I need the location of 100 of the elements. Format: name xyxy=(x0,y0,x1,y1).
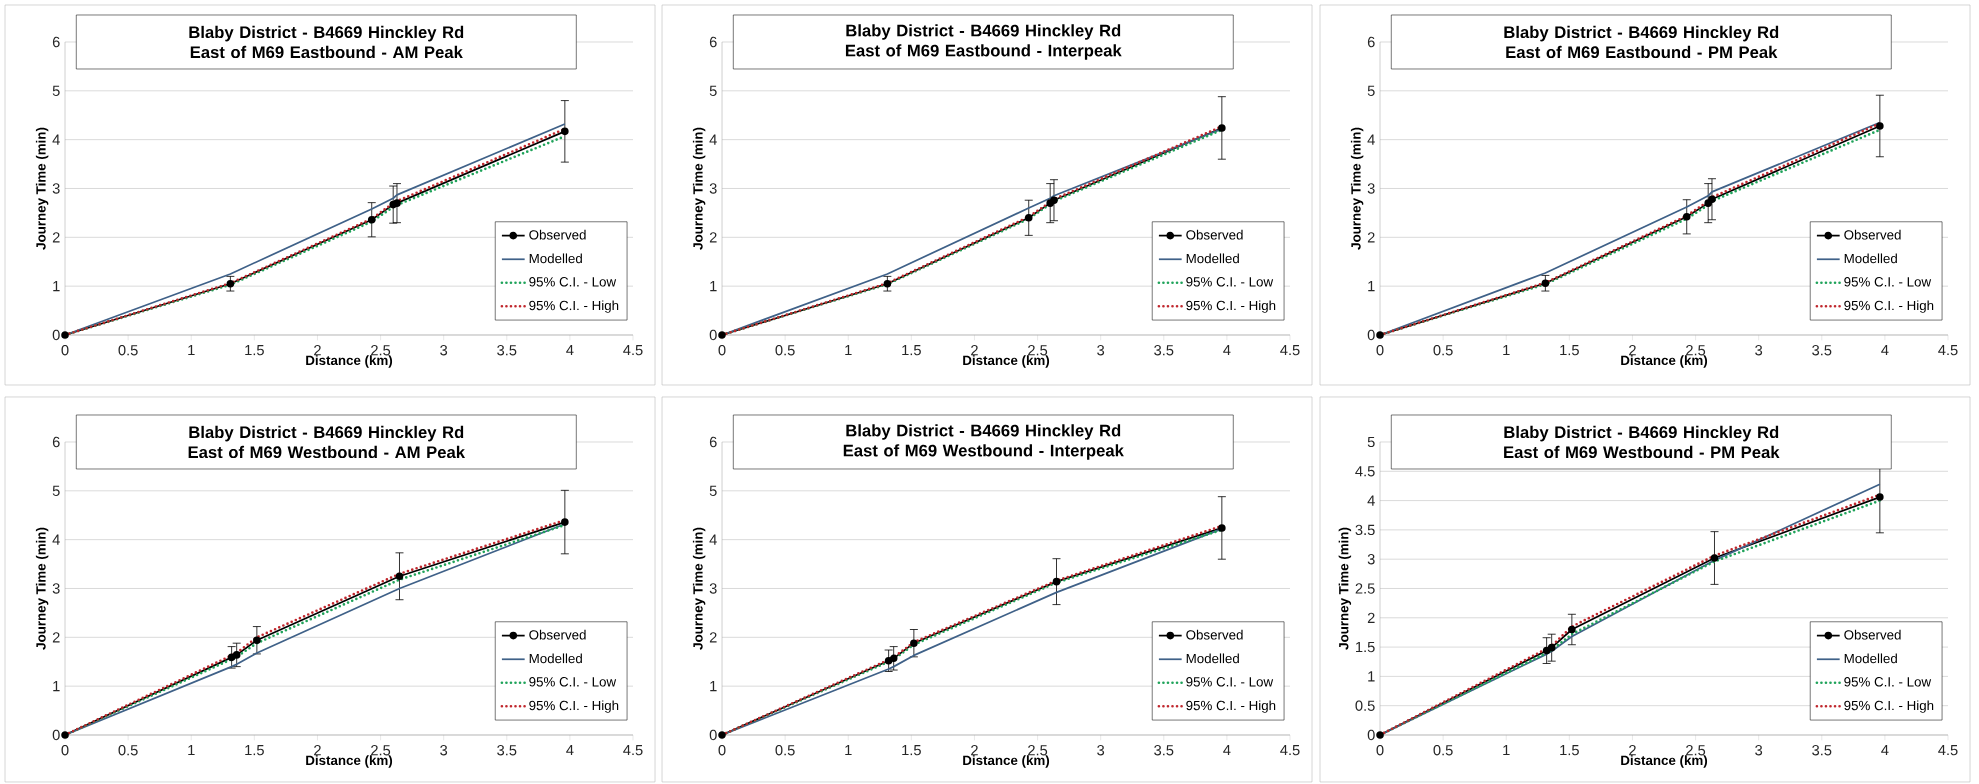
point xyxy=(1876,493,1884,501)
y-tick-label: 6 xyxy=(52,36,60,48)
x-tick-label: 2.5 xyxy=(1028,745,1048,756)
x-tick-label: 2 xyxy=(1629,345,1636,356)
x-tick-label: 4 xyxy=(1223,345,1231,356)
y-tick-label: 2 xyxy=(1367,612,1375,623)
point xyxy=(226,279,235,288)
x-tick-label: 1.5 xyxy=(245,745,264,756)
x-tick-label: 2 xyxy=(314,345,321,356)
x-tick-label: 1 xyxy=(1503,745,1510,756)
x-tick-label: 0.5 xyxy=(775,345,795,356)
point xyxy=(718,331,726,339)
y-tick-label: 5 xyxy=(709,485,717,496)
x-tick-label: 1.5 xyxy=(245,345,264,356)
legend-label: Observed xyxy=(1844,629,1901,640)
y-tick-label: 1 xyxy=(53,281,60,292)
y-tick-label: 6 xyxy=(709,436,717,448)
y-tick-label: 2 xyxy=(52,632,60,643)
legend-label: Modelled xyxy=(529,653,582,664)
point xyxy=(393,199,401,207)
x-tick-label: 3.5 xyxy=(497,345,517,356)
y-axis-title: Journey Time (min) xyxy=(692,127,706,250)
y-tick-label: 3.5 xyxy=(1355,524,1375,536)
x-tick-label: 0 xyxy=(718,745,726,756)
x-tick-label: 2.5 xyxy=(1686,345,1706,356)
y-tick-label: 6 xyxy=(1367,36,1375,48)
x-axis-title: Distance (km) xyxy=(306,755,393,768)
x-tick-label: 0.5 xyxy=(118,345,138,356)
y-tick-label: 1 xyxy=(53,681,60,692)
x-tick-label: 1 xyxy=(1503,345,1510,356)
x-tick-label: 1.5 xyxy=(1560,745,1579,756)
point xyxy=(232,651,241,659)
point xyxy=(1876,122,1884,130)
x-axis-title: Distance (km) xyxy=(306,355,393,368)
legend-label: 95% C.I. - High xyxy=(1844,300,1934,313)
x-tick-label: 0 xyxy=(718,345,726,356)
legend-label: Modelled xyxy=(1186,253,1239,264)
x-tick-label: 0.5 xyxy=(118,745,138,756)
y-tick-label: 4 xyxy=(52,134,60,145)
y-tick-label: 4 xyxy=(52,534,60,545)
y-tick-label: 3 xyxy=(709,183,717,194)
x-tick-label: 4.5 xyxy=(1280,345,1300,356)
x-tick-label: 0 xyxy=(61,345,69,356)
x-tick-label: 3.5 xyxy=(1812,745,1832,756)
x-tick-label: 4 xyxy=(1223,745,1231,756)
point xyxy=(253,636,261,645)
y-tick-label: 0 xyxy=(1367,329,1375,341)
x-tick-label: 1 xyxy=(845,745,852,756)
x-tick-label: 4 xyxy=(566,345,574,356)
y-tick-label: 2 xyxy=(1367,232,1375,243)
point xyxy=(883,279,892,288)
x-axis-title: Distance (km) xyxy=(1621,755,1708,768)
y-tick-label: 1 xyxy=(710,281,717,292)
y-tick-label: 3 xyxy=(52,183,60,194)
point xyxy=(1052,577,1061,586)
legend-label: 95% C.I. - Low xyxy=(529,677,617,687)
y-tick-label: 2 xyxy=(709,232,717,243)
point xyxy=(1218,124,1226,132)
y-tick-label: 4 xyxy=(1367,495,1375,506)
y-tick-label: 3 xyxy=(52,583,60,594)
legend-label: 95% C.I. - High xyxy=(1186,300,1276,313)
y-tick-label: 0 xyxy=(52,329,60,341)
point xyxy=(1542,646,1551,655)
x-tick-label: 0 xyxy=(61,745,69,756)
x-tick-label: 1 xyxy=(188,745,195,756)
chart-title: Blaby District - B4669 Hinckley Rd East of M69 Westbound - PM Peak xyxy=(1504,425,1780,459)
legend-label: 95% C.I. - Low xyxy=(1844,277,1932,287)
point xyxy=(561,127,569,136)
chart-title: Blaby District - B4669 Hinckley Rd East of M69 Westbound - AM Peak xyxy=(188,425,466,459)
y-tick-label: 3 xyxy=(709,583,717,594)
x-tick-label: 0 xyxy=(1376,345,1384,356)
y-tick-label: 5 xyxy=(52,485,60,496)
x-tick-label: 4 xyxy=(1881,345,1889,356)
y-tick-label: 6 xyxy=(709,36,717,48)
x-tick-label: 3 xyxy=(1755,345,1763,356)
legend-label: Modelled xyxy=(529,253,582,264)
point xyxy=(1710,554,1719,562)
point xyxy=(367,215,376,224)
point xyxy=(718,731,726,739)
y-tick-label: 2.5 xyxy=(1355,583,1375,594)
y-tick-label: 2 xyxy=(52,232,60,243)
legend-label: Observed xyxy=(529,229,586,240)
legend-label: 95% C.I. - Low xyxy=(1186,677,1274,687)
x-tick-label: 4.5 xyxy=(1938,345,1958,356)
x-tick-label: 2.5 xyxy=(371,345,391,356)
point xyxy=(1218,524,1226,532)
x-tick-label: 1 xyxy=(188,345,195,356)
x-tick-label: 1.5 xyxy=(902,745,921,756)
y-tick-label: 4.5 xyxy=(1355,466,1375,477)
point xyxy=(1708,195,1716,204)
x-tick-label: 2.5 xyxy=(371,745,391,756)
x-axis-title: Distance (km) xyxy=(963,755,1050,768)
point xyxy=(561,518,569,526)
y-axis-title: Journey Time (min) xyxy=(35,127,49,250)
x-tick-label: 1.5 xyxy=(902,345,921,356)
point xyxy=(61,731,69,739)
point xyxy=(889,654,898,663)
legend-label: 95% C.I. - Low xyxy=(1844,677,1932,687)
x-tick-label: 2.5 xyxy=(1028,345,1048,356)
y-tick-label: 0 xyxy=(52,729,60,741)
